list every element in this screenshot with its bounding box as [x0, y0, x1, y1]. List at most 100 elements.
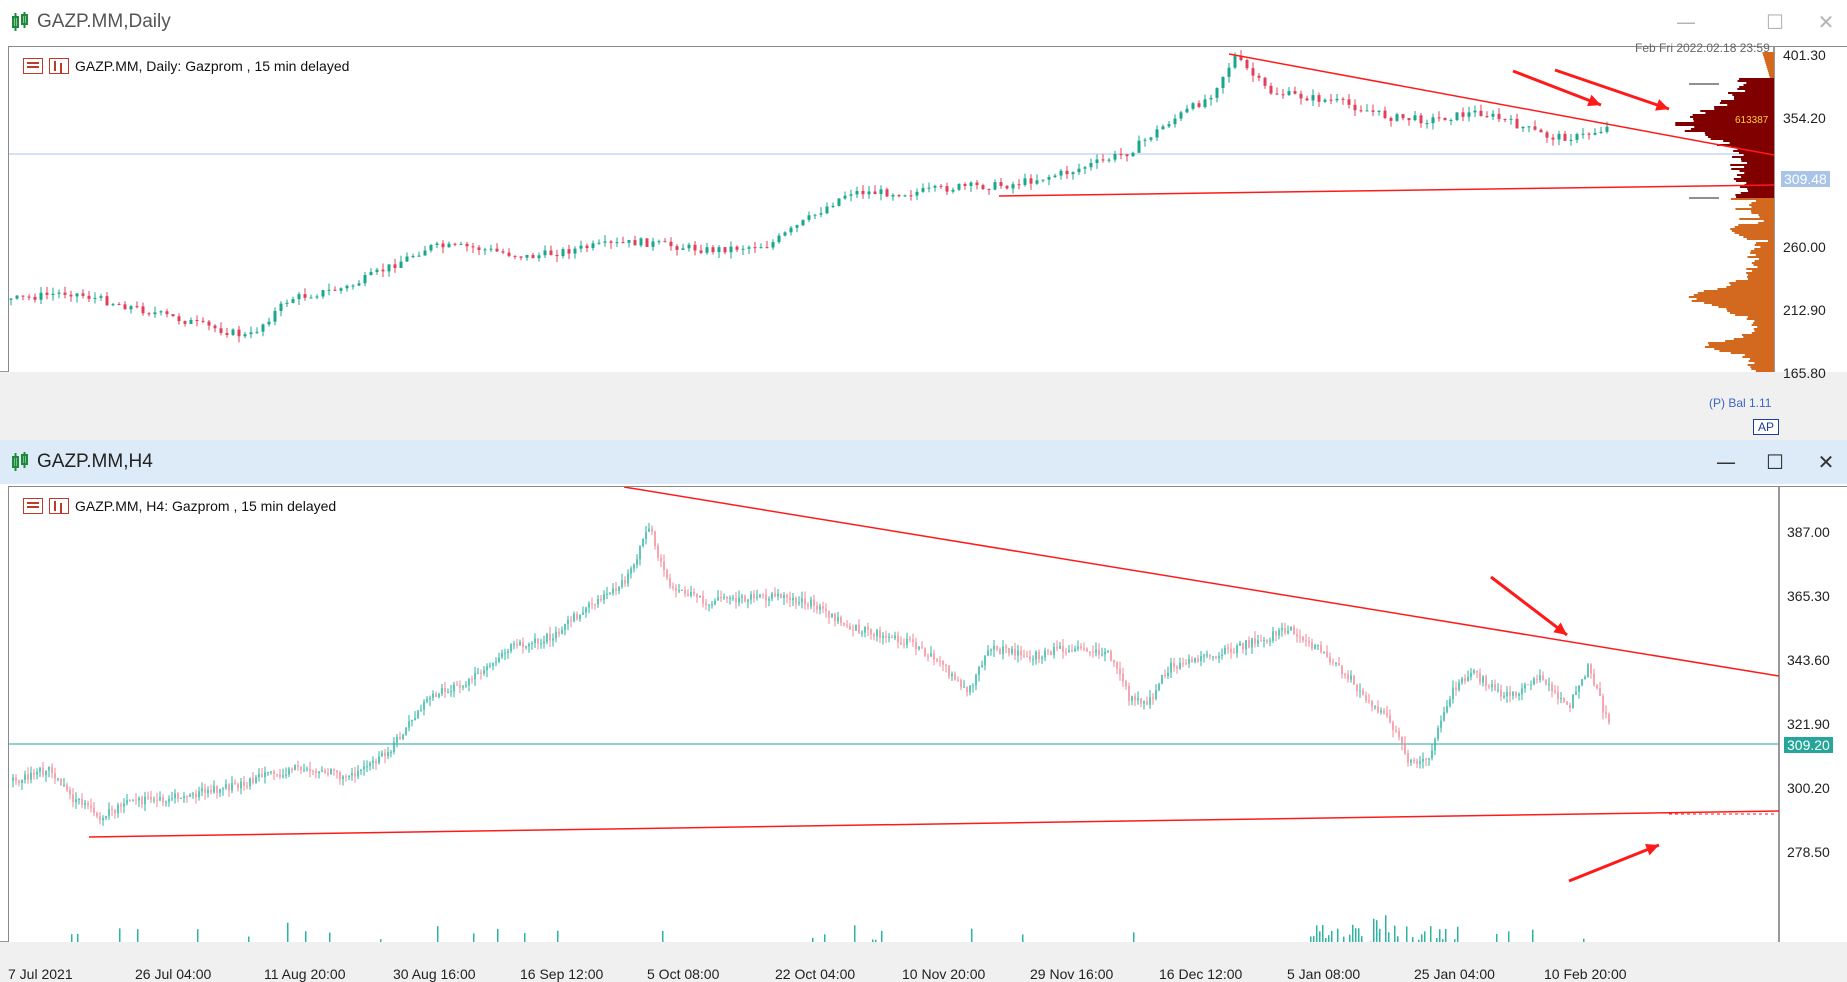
volume-profile-bar: [1744, 172, 1774, 174]
candle-body: [1048, 177, 1051, 180]
candle-body: [1254, 638, 1256, 643]
h4-window-titlebar[interactable]: GAZP.MM,H4 — ☐ ✕: [0, 440, 1847, 484]
daily-chart-area[interactable]: GAZP.MM, Daily: Gazprom , 15 min delayed…: [8, 46, 1847, 372]
volume-profile-bar: [1691, 128, 1774, 130]
volume-profile-bar: [1736, 196, 1774, 198]
volume-bar: [1331, 931, 1333, 942]
indicator-icon[interactable]: [49, 498, 69, 514]
candle-body: [849, 626, 851, 630]
candle-body: [172, 314, 175, 316]
candle-body: [1293, 627, 1295, 634]
candle-body: [1228, 68, 1231, 77]
candle-body: [1186, 109, 1189, 113]
volume-profile-bar: [1757, 266, 1774, 268]
candle-body: [405, 728, 407, 735]
candle-body: [334, 290, 337, 291]
candle-body: [1557, 692, 1559, 699]
resistance-trendline: [1229, 54, 1774, 155]
candle-body: [921, 647, 923, 648]
candle-body: [742, 249, 745, 250]
candle-body: [1335, 663, 1337, 664]
volume-profile-bar: [1756, 370, 1774, 372]
volume-profile-bar: [1760, 216, 1774, 218]
candle-body: [1431, 750, 1433, 758]
candle-body: [1281, 628, 1283, 630]
candle-body: [411, 720, 413, 721]
candle-body: [1114, 154, 1117, 160]
candle-body: [1179, 663, 1181, 668]
candle-body: [318, 772, 320, 774]
candle-body: [766, 247, 769, 248]
y-tick-label: 365.30: [1787, 588, 1830, 604]
volume-profile-bar: [1751, 202, 1774, 204]
candle-body: [1143, 701, 1145, 703]
candle-body: [1509, 692, 1511, 696]
candle-body: [102, 818, 104, 820]
candle-body: [1120, 154, 1123, 155]
candle-body: [1581, 679, 1583, 685]
list-icon[interactable]: [23, 498, 43, 514]
candle-body: [525, 647, 527, 648]
daily-window-titlebar[interactable]: GAZP.MM,Daily — ☐ ✕: [0, 0, 1847, 44]
candle-body: [105, 816, 107, 818]
volume-profile-bar: [1739, 234, 1774, 236]
candle-body: [1035, 652, 1037, 659]
volume-profile-bar: [1740, 186, 1774, 188]
daily-maximize-button[interactable]: ☐: [1759, 7, 1791, 37]
daily-minimize-button[interactable]: —: [1670, 7, 1702, 37]
candle-body: [345, 776, 347, 777]
volume-profile-bar: [1756, 200, 1774, 202]
daily-symbol-label: GAZP.MM, Daily: Gazprom , 15 min delayed: [75, 58, 349, 74]
h4-maximize-button[interactable]: ☐: [1759, 447, 1791, 477]
candle-body: [120, 805, 122, 806]
candle-body: [1149, 697, 1151, 704]
candle-body: [652, 241, 655, 246]
candle-body: [168, 799, 170, 802]
candle-body: [366, 766, 368, 767]
candle-body: [1222, 77, 1225, 88]
candle-body: [39, 768, 41, 772]
candle-body: [880, 189, 883, 194]
candle-body: [1071, 650, 1073, 651]
candle-body: [1348, 99, 1351, 104]
candle-body: [270, 771, 272, 772]
candle-body: [1458, 683, 1460, 690]
candle-body: [144, 797, 146, 804]
list-icon[interactable]: [23, 58, 43, 74]
daily-close-button[interactable]: ✕: [1810, 7, 1842, 37]
candle-body: [670, 242, 673, 246]
candle-body: [778, 236, 781, 243]
candle-body: [1498, 114, 1501, 119]
volume-profile-bar: [1752, 270, 1774, 272]
candle-body: [1270, 86, 1273, 94]
candle-body: [474, 673, 476, 679]
candle-body: [459, 685, 461, 687]
volume-profile-bar: [1732, 230, 1774, 232]
h4-close-button[interactable]: ✕: [1810, 447, 1842, 477]
candle-body: [1314, 645, 1316, 648]
indicator-icon[interactable]: [49, 58, 69, 74]
candle-body: [36, 772, 38, 775]
volume-bar: [1337, 929, 1339, 942]
candle-body: [534, 639, 536, 643]
volume-profile-bar: [1735, 226, 1774, 228]
volume-profile-bar: [1743, 236, 1774, 238]
volume-bar: [497, 929, 499, 942]
volume-profile-bar: [1727, 104, 1774, 106]
candle-body: [490, 249, 493, 250]
volume-profile-bar: [1741, 176, 1774, 178]
candle-body: [165, 802, 167, 803]
candle-body: [732, 598, 734, 599]
candle-body: [1236, 646, 1238, 653]
volume-profile-bar: [1741, 160, 1774, 162]
h4-chart-area[interactable]: GAZP.MM, H4: Gazprom , 15 min delayed 38…: [8, 486, 1847, 942]
ap-button[interactable]: AP: [1753, 419, 1779, 435]
candle-body: [570, 620, 572, 621]
candle-body: [159, 797, 161, 800]
volume-profile-bar: [1767, 66, 1774, 68]
h4-minimize-button[interactable]: —: [1710, 447, 1742, 477]
candle-body: [510, 644, 512, 651]
candle-body: [1437, 728, 1439, 739]
candle-body: [1428, 758, 1430, 759]
candle-body: [1162, 126, 1165, 129]
